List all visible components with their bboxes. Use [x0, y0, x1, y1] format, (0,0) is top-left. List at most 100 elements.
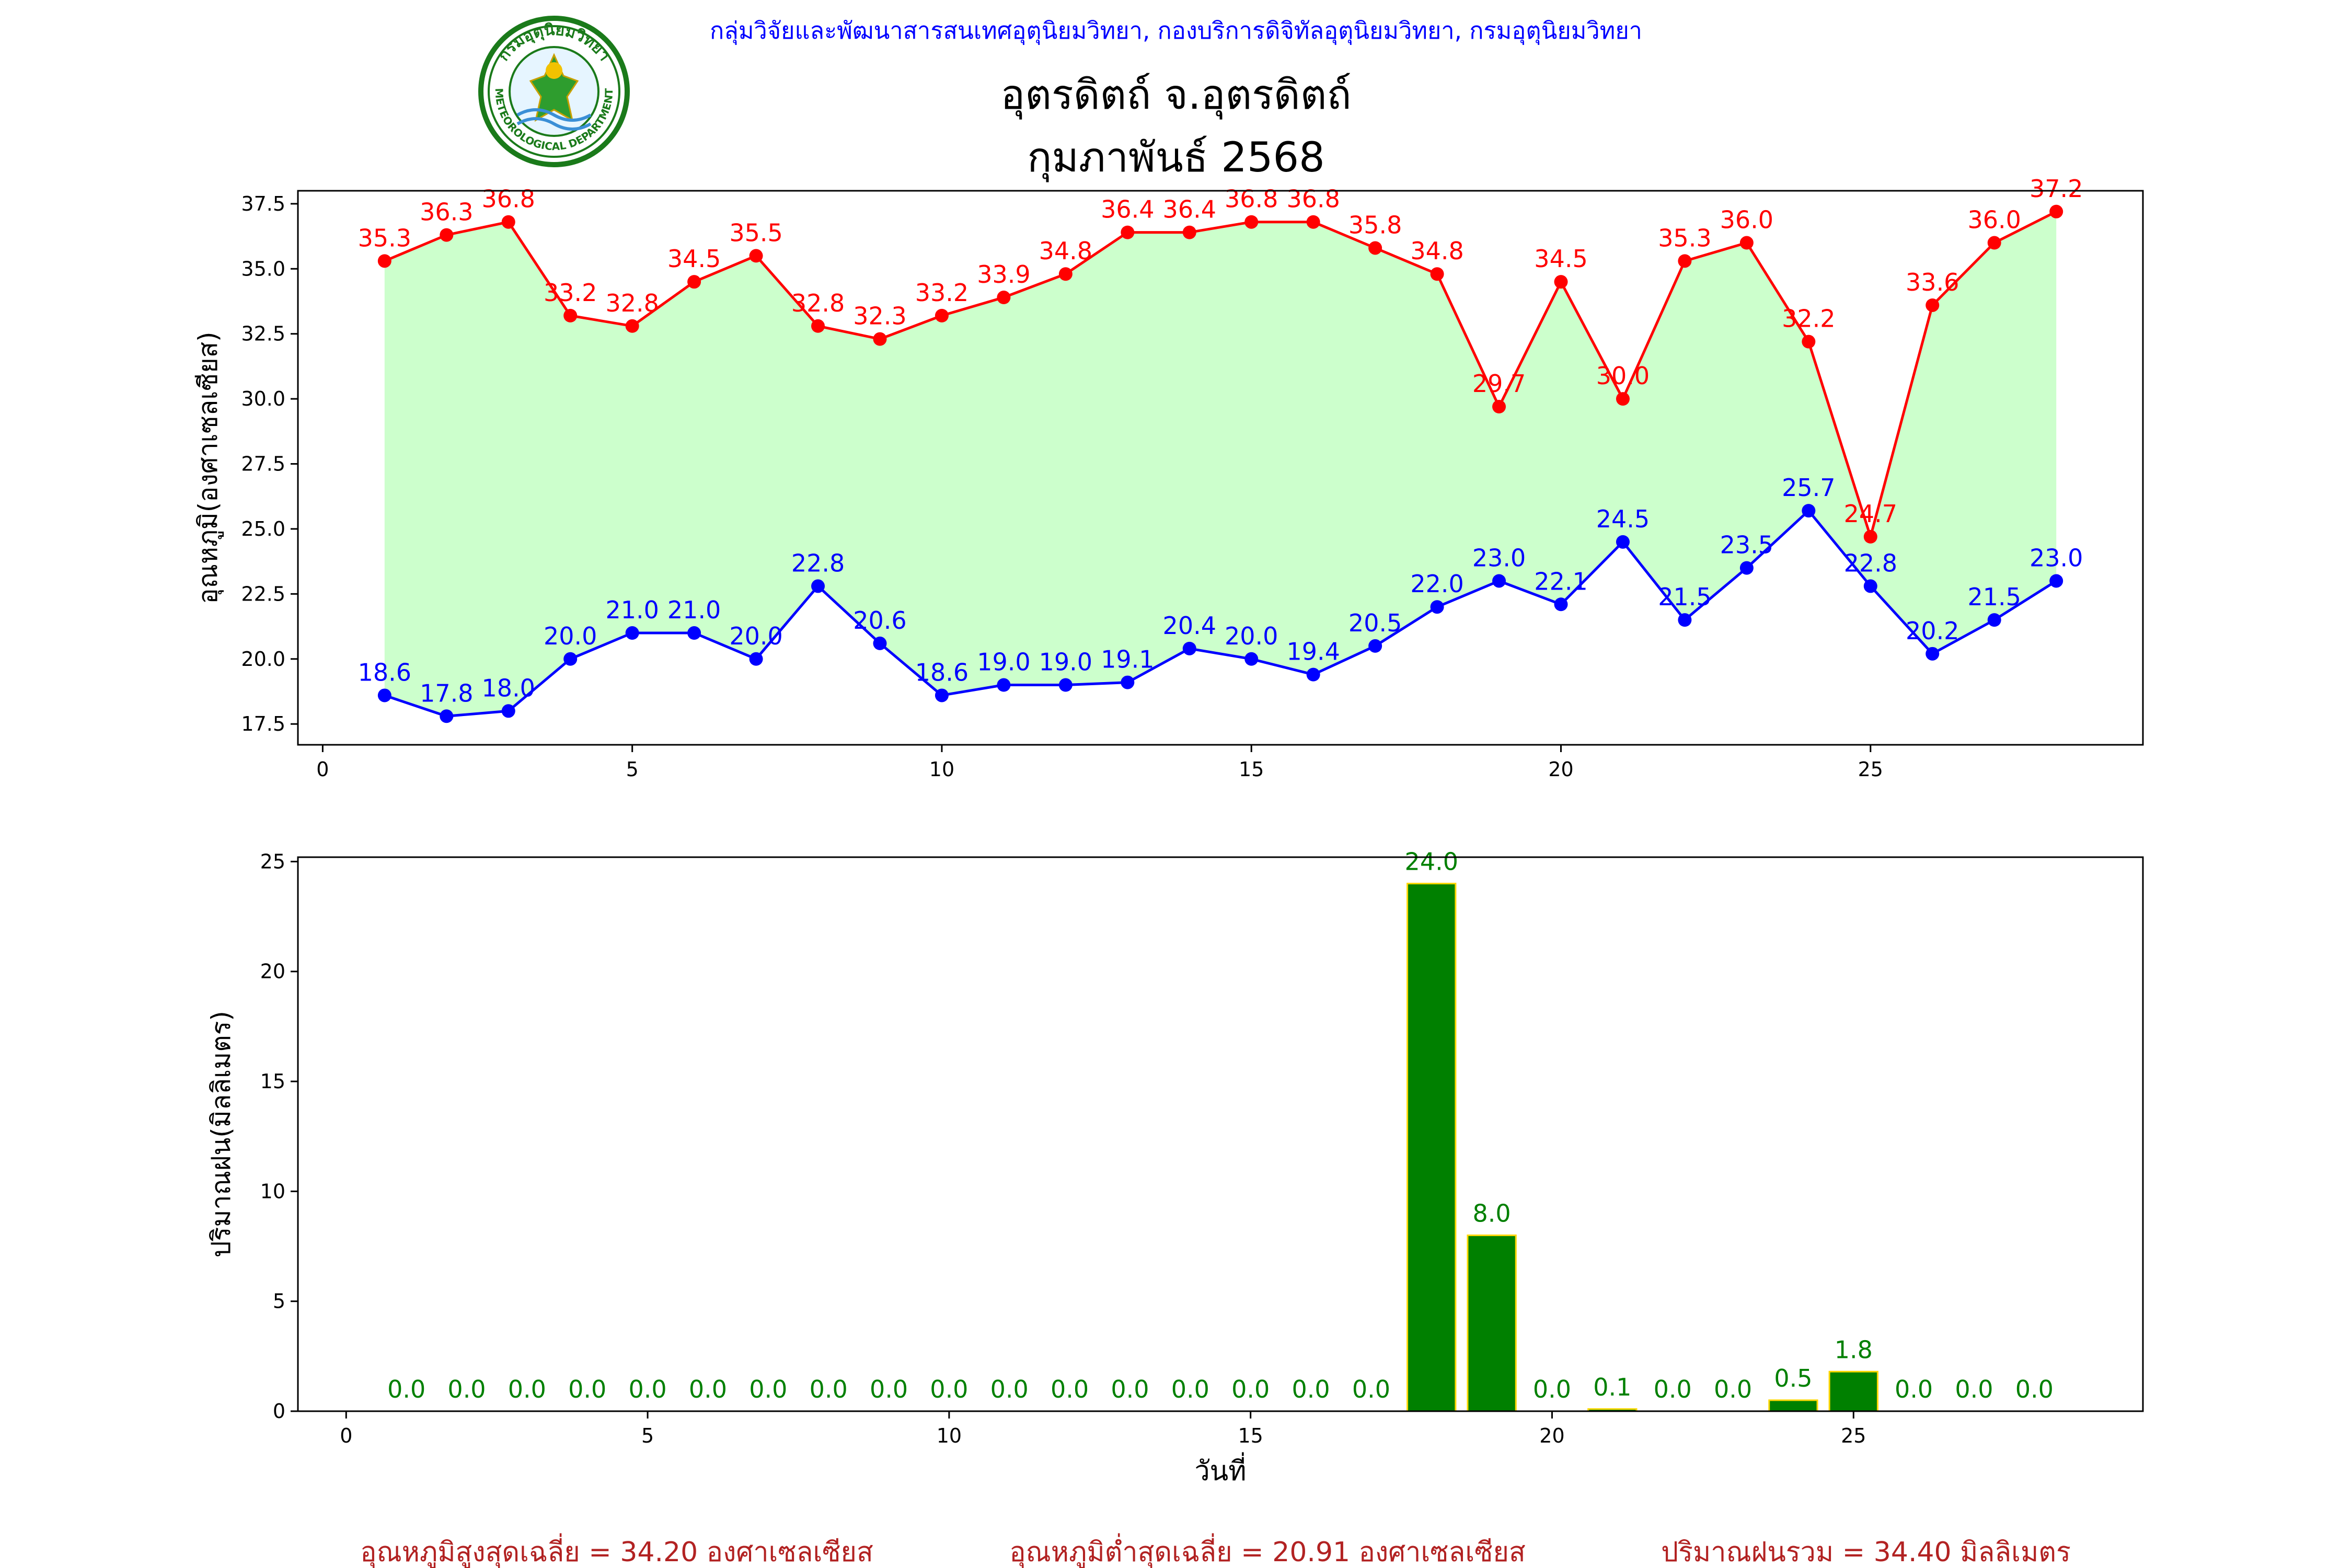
data-label-max-28: 37.2 [2030, 175, 2083, 203]
data-label-max-8: 32.8 [791, 289, 845, 317]
data-label-min-8: 22.8 [791, 549, 845, 577]
data-label-max-13: 36.4 [1101, 195, 1154, 224]
data-label-min-2: 17.8 [420, 679, 473, 707]
point-max-16 [1306, 215, 1320, 229]
y-tick-label-35: 35.0 [241, 257, 285, 280]
temperature-chart: 35.3 36.3 36.8 33.2 32.8 34.5 35.5 32.8 32.3 33.2… [193, 175, 2144, 781]
data-label-max-24: 32.2 [1782, 305, 1835, 333]
point-min-2 [440, 709, 454, 723]
temperature-ylabel: อุณหภูมิ(องศาเซลเซียส) [193, 331, 224, 604]
point-min-26 [1926, 647, 1940, 661]
data-label-min-27: 21.5 [1967, 583, 2021, 611]
bar-label-1: 0.0 [387, 1375, 425, 1403]
data-label-max-5: 32.8 [605, 289, 659, 317]
y-tick-label-25: 25.0 [241, 517, 285, 540]
data-label-min-10: 18.6 [915, 658, 969, 686]
y-tick-label-5: 5 [273, 1290, 285, 1313]
x-tick-label-0: 0 [340, 1424, 352, 1447]
y-tick-label-17.5: 17.5 [241, 712, 285, 735]
bar-label-9: 0.0 [870, 1375, 908, 1403]
bar-label-12: 0.0 [1051, 1375, 1089, 1403]
data-label-max-16: 36.8 [1286, 185, 1340, 213]
point-min-13 [1121, 675, 1135, 689]
temperature-plot-area: 35.3 36.3 36.8 33.2 32.8 34.5 35.5 32.8 32.3 33.2… [358, 175, 2083, 723]
point-max-27 [1987, 236, 2001, 250]
y-tick-label-32.5: 32.5 [241, 322, 285, 345]
data-label-min-5: 21.0 [605, 596, 659, 624]
period-title: กุมภาพันธ์ 2568 [1027, 134, 1325, 182]
point-max-2 [440, 228, 454, 242]
data-label-max-4: 33.2 [544, 279, 597, 307]
point-max-8 [811, 319, 825, 333]
data-label-min-4: 20.0 [544, 622, 597, 650]
point-max-12 [1058, 267, 1073, 281]
bar-label-24: 0.5 [1774, 1364, 1812, 1392]
data-label-max-27: 36.0 [1967, 206, 2021, 234]
station-title: อุตรดิตถ์ จ.อุตรดิตถ์ [1000, 72, 1351, 120]
bar-label-7: 0.0 [749, 1375, 787, 1403]
data-label-min-11: 19.0 [977, 648, 1030, 676]
data-label-min-21: 24.5 [1596, 505, 1650, 533]
x-tick-label-20: 20 [1539, 1424, 1564, 1447]
data-label-max-25: 24.7 [1844, 500, 1897, 528]
point-min-23 [1739, 561, 1754, 575]
data-label-max-7: 35.5 [729, 218, 782, 247]
bar-label-15: 0.0 [1231, 1375, 1270, 1403]
point-max-9 [873, 332, 887, 346]
point-max-14 [1182, 225, 1196, 239]
data-label-min-6: 21.0 [667, 596, 721, 624]
point-min-22 [1678, 613, 1692, 627]
point-min-15 [1244, 652, 1259, 666]
x-tick-label-0: 0 [316, 758, 329, 781]
data-label-min-16: 19.4 [1286, 638, 1340, 666]
data-label-max-21: 30.0 [1596, 362, 1650, 390]
temperature-axes-frame [297, 190, 2144, 746]
point-max-1 [377, 254, 391, 268]
y-tick-label-0: 0 [273, 1400, 285, 1423]
bar-25 [1828, 1370, 1878, 1412]
bar-label-27: 0.0 [1955, 1375, 1993, 1403]
y-tick-label-37.5: 37.5 [241, 192, 285, 215]
data-label-min-1: 18.6 [358, 658, 411, 686]
data-label-max-14: 36.4 [1163, 195, 1216, 224]
x-tick-label-5: 5 [626, 758, 639, 781]
x-tick-label-5: 5 [641, 1424, 654, 1447]
rainfall-xlabel: วันที่ [1194, 1452, 1246, 1487]
bar-label-14: 0.0 [1171, 1375, 1209, 1403]
point-min-17 [1368, 639, 1382, 653]
bar-label-3: 0.0 [508, 1375, 546, 1403]
data-label-max-15: 36.8 [1225, 185, 1278, 213]
point-max-22 [1678, 254, 1692, 268]
y-tick-label-10: 10 [260, 1180, 285, 1203]
bar-label-10: 0.0 [930, 1375, 968, 1403]
bar-label-11: 0.0 [990, 1375, 1029, 1403]
bar-18 [1406, 882, 1457, 1412]
summary-total-rain: ปริมาณฝนรวม = 34.40 มิลลิเมตร [1661, 1537, 2071, 1568]
point-min-14 [1182, 641, 1196, 655]
data-label-min-28: 23.0 [2030, 544, 2083, 572]
point-min-27 [1987, 613, 2001, 627]
point-max-7 [749, 249, 763, 263]
data-label-max-18: 34.8 [1410, 237, 1463, 265]
point-max-21 [1616, 392, 1630, 406]
point-min-25 [1863, 579, 1877, 593]
rainfall-chart: 0.0 0.0 0.0 0.0 0.0 0.0 0.0 0.0 0.0 0.0 0.0 0.0 0.0 0… [206, 847, 2144, 1487]
bar-label-5: 0.0 [629, 1375, 667, 1403]
x-tick-label-10: 10 [929, 758, 954, 781]
data-label-max-10: 33.2 [915, 279, 969, 307]
point-min-21 [1616, 535, 1630, 549]
point-max-18 [1430, 267, 1444, 281]
data-label-min-15: 20.0 [1225, 622, 1278, 650]
point-max-15 [1244, 215, 1259, 229]
rainfall-ylabel: ปริมาณฝน(มิลลิเมตร) [206, 1011, 236, 1258]
data-label-min-25: 22.8 [1844, 549, 1897, 577]
bar-label-19: 8.0 [1473, 1199, 1511, 1227]
point-min-12 [1058, 678, 1073, 692]
data-label-min-14: 20.4 [1163, 612, 1216, 640]
bar-label-6: 0.0 [689, 1375, 727, 1403]
bar-label-13: 0.0 [1111, 1375, 1149, 1403]
data-label-max-9: 32.3 [853, 302, 906, 330]
y-tick-label-30: 30.0 [241, 387, 285, 410]
point-max-10 [935, 308, 949, 322]
